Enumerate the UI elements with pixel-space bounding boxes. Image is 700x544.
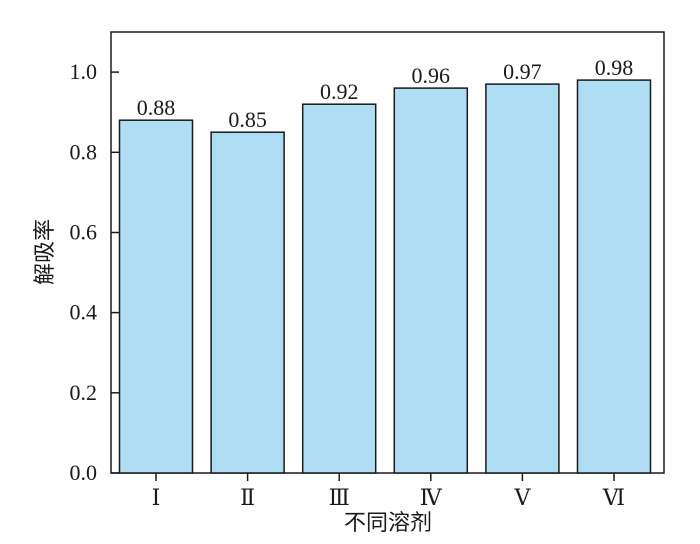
y-tick-label: 0.0 <box>70 460 98 485</box>
x-tick-label: Ⅴ <box>513 485 531 510</box>
x-tick-label: Ⅰ <box>152 485 161 510</box>
x-tick-label: Ⅵ <box>602 485 625 510</box>
y-tick-label: 0.8 <box>70 139 98 164</box>
bar-6 <box>576 79 652 474</box>
y-axis-label: 解吸率 <box>32 219 57 285</box>
bar-3 <box>301 103 377 474</box>
y-axis-ticks: 0.0 0.2 0.4 0.6 0.8 1.0 <box>70 59 119 485</box>
bar-value-label: 0.92 <box>320 79 359 104</box>
bar-value-label: 0.96 <box>412 63 451 88</box>
bar-value-label: 0.88 <box>137 95 176 120</box>
bar-1 <box>118 119 194 474</box>
bar-value-label: 0.98 <box>595 55 634 80</box>
x-tick-label: Ⅲ <box>329 485 350 510</box>
y-tick-label: 0.4 <box>70 300 98 325</box>
bar-5 <box>485 83 560 474</box>
x-tick-label: Ⅳ <box>420 485 443 510</box>
bar-value-label: 0.85 <box>228 107 267 132</box>
x-axis-label: 不同溶剂 <box>344 510 432 535</box>
x-tick-label: Ⅱ <box>240 485 255 510</box>
bar-value-label: 0.97 <box>503 59 542 84</box>
bars-group: 0.88 0.85 0.92 0.96 0.97 0.98 <box>118 55 652 474</box>
bar-4 <box>393 87 469 474</box>
plot-frame <box>110 31 665 474</box>
bar-2 <box>210 131 285 474</box>
y-tick-label: 1.0 <box>70 59 98 84</box>
x-axis-ticks: Ⅰ Ⅱ Ⅲ Ⅳ Ⅴ Ⅵ <box>152 473 625 510</box>
y-tick-label: 0.2 <box>70 380 98 405</box>
y-tick-label: 0.6 <box>70 220 98 245</box>
